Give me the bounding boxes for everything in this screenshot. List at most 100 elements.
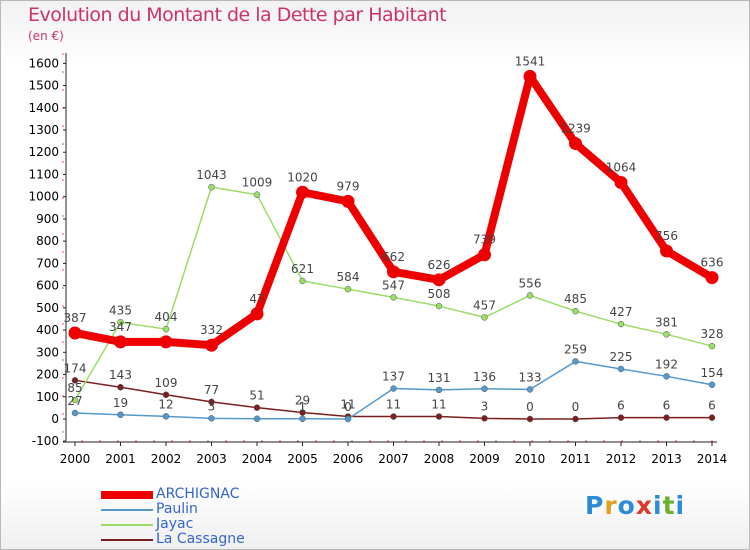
x-tick-label: 2005 [287, 452, 318, 466]
data-label-la-cassagne: 29 [295, 394, 310, 408]
y-tick-label: 100 [36, 390, 59, 404]
x-tick-label: 2003 [196, 452, 227, 466]
chart-title: Evolution du Montant de la Dette par Hab… [28, 4, 447, 26]
data-label-jayac: 1043 [196, 168, 227, 182]
data-label-la-cassagne: 143 [109, 368, 132, 382]
data-label-jayac: 547 [382, 278, 405, 292]
x-tick-label: 2008 [424, 452, 455, 466]
data-point-jayac [435, 302, 443, 310]
data-label-jayac: 328 [701, 327, 724, 341]
y-tick-label: 0 [51, 412, 59, 426]
data-label-la-cassagne: 109 [155, 376, 178, 390]
data-label-paulin: 0 [344, 400, 352, 414]
data-label-jayac: 457 [473, 298, 496, 312]
data-point-la-cassagne [208, 398, 215, 406]
data-point-la-cassagne [526, 415, 534, 423]
x-tick-label: 2009 [469, 452, 500, 466]
legend-label-jayac: Jayac [156, 516, 194, 532]
data-label-jayac: 621 [291, 262, 314, 276]
data-label-jayac: 435 [109, 303, 132, 317]
data-point-archignac [387, 265, 400, 279]
x-tick-label: 2012 [606, 452, 637, 466]
data-label-la-cassagne: 11 [431, 398, 446, 412]
x-tick-label: 2004 [242, 452, 273, 466]
data-point-archignac [523, 69, 537, 83]
data-point-archignac [432, 273, 446, 287]
data-point-paulin [572, 358, 579, 365]
data-point-la-cassagne [117, 383, 124, 391]
data-label-paulin: 19 [113, 396, 128, 410]
data-point-jayac [117, 319, 124, 326]
data-label-archignac: 626 [428, 258, 451, 272]
data-point-paulin [162, 413, 170, 420]
legend-label-la-cassagne: La Cassagne [156, 531, 245, 547]
data-label-jayac: 1009 [242, 176, 273, 190]
data-label-jayac: 404 [155, 310, 178, 324]
data-label-paulin: 12 [158, 397, 173, 411]
x-tick-label: 2001 [105, 452, 136, 466]
data-label-archignac: 662 [382, 250, 405, 264]
data-point-paulin [708, 381, 716, 389]
y-tick-label: 1600 [28, 56, 59, 70]
data-point-jayac [526, 292, 534, 299]
data-point-archignac [205, 338, 218, 352]
data-label-la-cassagne: 174 [64, 361, 87, 375]
data-point-paulin [435, 386, 443, 394]
data-point-la-cassagne [390, 413, 397, 420]
y-tick-label: 300 [36, 345, 59, 359]
data-label-paulin: 3 [208, 399, 216, 413]
y-tick-label: 800 [36, 234, 59, 248]
data-point-paulin [617, 365, 625, 373]
data-point-la-cassagne [435, 413, 443, 420]
data-label-archignac: 636 [701, 256, 724, 270]
legend-label-paulin: Paulin [156, 501, 198, 517]
data-label-la-cassagne: 51 [249, 389, 264, 403]
y-tick-label: 1200 [28, 145, 59, 159]
y-tick-label: 600 [36, 279, 59, 293]
legend-swatch-archignac [101, 491, 153, 499]
data-label-jayac: 584 [337, 270, 360, 284]
y-tick-label: 1500 [28, 79, 59, 93]
data-point-jayac [617, 320, 625, 328]
data-point-jayac [299, 277, 306, 285]
series-lines [68, 69, 719, 423]
data-point-archignac [159, 335, 173, 349]
x-tick-label: 2000 [60, 452, 91, 466]
data-label-paulin: 154 [701, 366, 724, 380]
legend-swatch-paulin [101, 509, 153, 511]
data-point-archignac [569, 137, 582, 151]
x-tick-label: 2007 [378, 452, 409, 466]
y-tick-label: 1000 [28, 190, 59, 204]
data-label-la-cassagne: 0 [526, 400, 534, 414]
data-label-paulin: 137 [382, 370, 405, 384]
data-label-paulin: 225 [610, 350, 633, 364]
y-tick-label: 900 [36, 212, 59, 226]
y-tick-label: 200 [36, 368, 59, 382]
x-tick-label: 2014 [697, 452, 728, 466]
legend-label-archignac: ARCHIGNAC [156, 486, 240, 502]
y-tick-label: 700 [36, 256, 59, 270]
data-label-archignac: 756 [655, 229, 678, 243]
data-label-jayac: 508 [428, 287, 451, 301]
data-point-paulin [117, 411, 124, 419]
data-label-jayac: 427 [610, 305, 633, 319]
data-point-jayac [253, 191, 261, 198]
x-tick-label: 2013 [651, 452, 682, 466]
data-label-la-cassagne: 11 [386, 398, 401, 412]
data-point-paulin [253, 415, 261, 423]
data-label-la-cassagne: 0 [572, 400, 580, 414]
data-label-archignac: 47 [249, 292, 264, 306]
data-point-archignac [296, 185, 309, 199]
data-point-jayac [663, 331, 670, 338]
data-point-jayac [208, 183, 215, 191]
data-point-paulin [481, 385, 488, 393]
data-label-la-cassagne: 77 [204, 383, 219, 397]
y-tick-label: 500 [36, 301, 59, 315]
data-point-la-cassagne [253, 404, 261, 411]
data-label-archignac: 347 [109, 320, 132, 334]
y-tick-label: 1400 [28, 101, 59, 115]
data-point-jayac [572, 307, 579, 315]
data-point-la-cassagne [663, 414, 670, 421]
data-label-paulin: 136 [473, 370, 496, 384]
